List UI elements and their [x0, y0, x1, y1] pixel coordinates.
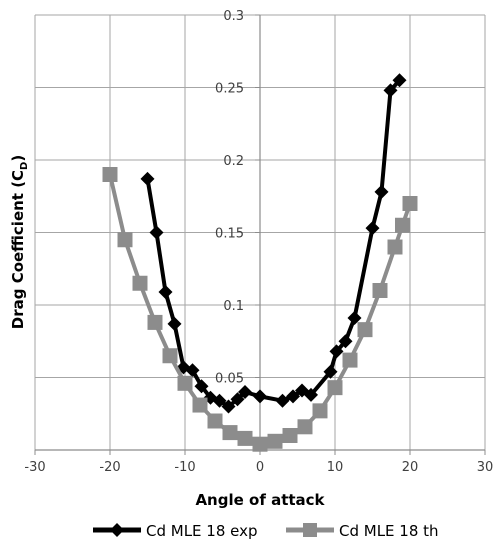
data-point-diamond [194, 379, 209, 394]
data-point-diamond [185, 363, 200, 378]
data-point-square [357, 322, 373, 338]
y-tick-label: 0.25 [215, 82, 244, 97]
data-point-diamond [392, 73, 407, 88]
data-point-square [267, 433, 283, 449]
data-point-diamond [338, 334, 353, 349]
legend-entry-exp: Cd MLE 18 exp [93, 522, 258, 540]
data-point-square [222, 425, 238, 441]
y-tick-label: 0.15 [215, 227, 244, 242]
legend-label-exp: Cd MLE 18 exp [146, 522, 258, 540]
data-point-diamond [304, 387, 318, 402]
x-axis-title: Angle of attack [195, 491, 325, 509]
data-point-square [177, 375, 193, 391]
y-axis-title-subscript: D [19, 162, 30, 170]
data-point-square [102, 167, 118, 182]
data-point-diamond [238, 385, 252, 399]
data-point-diamond [383, 83, 398, 98]
data-point-square [402, 196, 418, 211]
data-point-square [372, 283, 388, 298]
x-tick-label: 0 [256, 460, 264, 475]
data-point-square [282, 428, 298, 443]
y-tick-label: 0.3 [223, 9, 244, 24]
data-point-diamond [374, 184, 389, 199]
data-point-diamond [140, 171, 155, 186]
data-point-diamond [253, 389, 267, 404]
y-tick-labels: 0.05 0.1 0.15 0.2 0.25 0.3 [215, 9, 244, 387]
x-tick-label: 10 [327, 460, 344, 475]
legend-marker-th [303, 523, 317, 537]
data-point-square [395, 217, 410, 233]
x-tick-label: -10 [174, 460, 195, 475]
data-point-square [132, 275, 148, 291]
data-point-square [297, 419, 313, 435]
legend-label-th: Cd MLE 18 th [339, 522, 439, 540]
data-point-diamond [230, 392, 245, 407]
y-tick-label: 0.2 [223, 154, 244, 169]
data-point-diamond [329, 344, 344, 359]
data-point-square [327, 380, 343, 396]
series-th [102, 167, 418, 452]
data-point-diamond [167, 316, 182, 331]
axes [34, 14, 486, 455]
data-point-square [117, 232, 133, 248]
y-tick-label: 0.05 [215, 372, 244, 387]
data-point-square [192, 397, 208, 413]
data-point-square [342, 352, 358, 368]
data-point-square [252, 436, 268, 452]
data-point-diamond [286, 389, 300, 404]
x-tick-label: 20 [402, 460, 419, 475]
legend-marker-exp [110, 523, 124, 537]
x-tick-label: 30 [477, 460, 494, 475]
data-point-diamond [221, 399, 236, 414]
data-point-diamond [212, 393, 227, 408]
y-axis-title-close: ) [9, 155, 27, 162]
data-point-square [162, 348, 178, 364]
data-point-square [387, 239, 403, 255]
data-series [102, 73, 418, 452]
x-tick-label: -20 [99, 460, 120, 475]
legend: Cd MLE 18 exp Cd MLE 18 th [93, 522, 439, 540]
data-point-diamond [365, 221, 380, 236]
data-point-diamond [347, 311, 362, 326]
data-point-diamond [275, 393, 290, 408]
y-tick-label: 0.1 [223, 299, 244, 314]
y-axis-title: Drag Coefficient (CD) [9, 155, 30, 329]
x-tick-label: -30 [24, 460, 45, 475]
data-point-square [147, 314, 163, 330]
data-point-diamond [158, 284, 173, 299]
data-point-square [312, 403, 328, 419]
data-point-square [207, 413, 223, 429]
series-exp [140, 73, 407, 414]
data-point-square [237, 430, 253, 446]
legend-entry-th: Cd MLE 18 th [286, 522, 439, 540]
data-point-diamond [149, 225, 164, 240]
data-point-diamond [323, 364, 338, 379]
x-tick-labels: -30 -20 -10 0 10 20 30 [24, 460, 493, 475]
y-axis-title-main: Drag Coefficient (C [9, 170, 27, 329]
